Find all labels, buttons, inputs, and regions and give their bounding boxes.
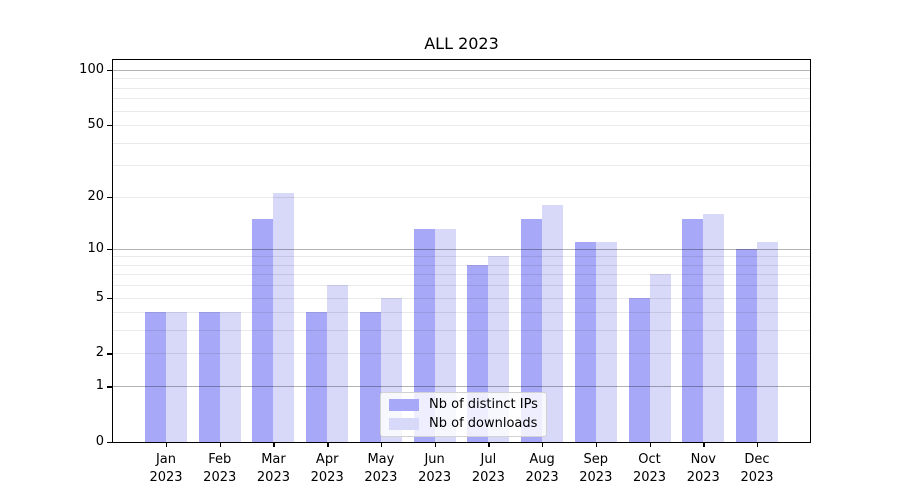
x-tick-mark <box>595 442 598 447</box>
legend-label-downloads: Nb of downloads <box>429 416 538 431</box>
x-tick-mark <box>757 442 759 447</box>
bar-distinct-ips-aug <box>521 218 543 442</box>
gridline-minor-9 <box>113 256 810 258</box>
y-tick-label-20: 20 <box>87 188 104 204</box>
bar-distinct-ips-jan <box>145 312 166 442</box>
x-tick-label-jun: Jun 2023 <box>418 452 452 485</box>
bar-downloads-sep <box>595 241 617 442</box>
y-tick-label-50: 50 <box>87 117 104 133</box>
gridline-major-10 <box>113 248 810 250</box>
y-tick-mark <box>107 353 112 355</box>
legend: Nb of distinct IPs Nb of downloads <box>380 392 547 437</box>
x-tick-label-jan: Jan 2023 <box>149 452 183 485</box>
plot-area <box>112 59 811 443</box>
y-tick-label-5: 5 <box>95 289 104 305</box>
bar-distinct-ips-jun <box>413 229 435 442</box>
x-tick-label-dec: Dec 2023 <box>740 452 774 485</box>
y-tick-mark <box>107 386 112 388</box>
bar-downloads-dec <box>757 241 778 442</box>
bar-downloads-jun <box>434 229 456 442</box>
gridline-minor-30 <box>113 165 810 167</box>
gridline-minor-6 <box>113 285 810 287</box>
bar-downloads-nov <box>703 213 725 442</box>
y-tick-label-100: 100 <box>79 61 104 77</box>
bar-downloads-oct <box>649 274 671 442</box>
x-tick-mark <box>273 442 275 447</box>
gridline-minor-60 <box>113 110 810 112</box>
chart-title: ALL 2023 <box>424 34 499 53</box>
gridline-major-100 <box>113 69 810 71</box>
bar-downloads-apr <box>327 285 349 442</box>
x-tick-label-sep: Sep 2023 <box>579 452 613 485</box>
y-tick-label-10: 10 <box>87 240 104 256</box>
bar-distinct-ips-mar <box>252 218 274 442</box>
x-tick-label-aug: Aug 2023 <box>525 452 559 485</box>
x-tick-label-jul: Jul 2023 <box>471 452 505 485</box>
x-tick-label-feb: Feb 2023 <box>203 452 237 485</box>
x-tick-label-mar: Mar 2023 <box>256 452 290 485</box>
x-tick-mark <box>703 442 705 447</box>
legend-item-distinct-ips: Nb of distinct IPs <box>389 398 538 412</box>
x-tick-mark <box>380 442 383 447</box>
gridline-minor-3 <box>113 330 810 332</box>
x-tick-mark <box>219 442 222 447</box>
x-tick-label-may: May 2023 <box>364 452 398 485</box>
y-tick-label-1: 1 <box>95 378 104 394</box>
legend-label-distinct-ips: Nb of distinct IPs <box>429 397 538 412</box>
bar-distinct-ips-sep <box>574 241 596 442</box>
bar-downloads-mar <box>273 192 295 442</box>
bar-downloads-aug <box>542 204 564 442</box>
gridline-minor-8 <box>113 264 810 266</box>
bar-distinct-ips-apr <box>306 312 328 442</box>
bar-downloads-feb <box>219 312 241 442</box>
y-tick-mark <box>107 69 112 72</box>
x-tick-mark <box>166 442 168 447</box>
gridline-minor-4 <box>113 312 810 314</box>
gridline-minor-80 <box>113 87 810 89</box>
y-tick-mark <box>107 248 112 251</box>
gridline-minor-2 <box>113 353 810 355</box>
bar-distinct-ips-feb <box>198 312 220 442</box>
gridline-minor-20 <box>113 196 810 198</box>
x-tick-mark <box>649 442 651 447</box>
gridline-minor-5 <box>113 297 810 299</box>
bar-distinct-ips-dec <box>736 248 757 442</box>
gridline-minor-90 <box>113 78 810 80</box>
x-tick-mark <box>327 442 329 447</box>
legend-swatch-distinct-ips <box>389 399 419 411</box>
legend-item-downloads: Nb of downloads <box>389 417 538 431</box>
y-tick-mark <box>107 442 112 444</box>
x-tick-label-nov: Nov 2023 <box>686 452 720 485</box>
bar-distinct-ips-oct <box>628 297 650 442</box>
gridline-minor-50 <box>113 125 810 127</box>
legend-swatch-downloads <box>389 418 419 430</box>
y-tick-mark <box>107 297 112 299</box>
x-tick-mark <box>488 442 490 447</box>
y-tick-mark <box>107 125 112 127</box>
gridline-minor-7 <box>113 274 810 276</box>
bar-distinct-ips-nov <box>682 218 704 442</box>
x-tick-label-apr: Apr 2023 <box>310 452 344 485</box>
gridline-minor-40 <box>113 142 810 144</box>
y-tick-label-0: 0 <box>95 434 104 449</box>
y-tick-mark <box>107 196 112 198</box>
x-tick-mark <box>434 442 437 447</box>
x-tick-label-oct: Oct 2023 <box>632 452 667 485</box>
gridline-major-1 <box>113 386 810 388</box>
y-tick-label-2: 2 <box>95 345 104 361</box>
gridline-minor-70 <box>113 98 810 100</box>
x-tick-mark <box>542 442 544 447</box>
bar-distinct-ips-may <box>359 312 381 442</box>
bar-downloads-jan <box>166 312 187 442</box>
